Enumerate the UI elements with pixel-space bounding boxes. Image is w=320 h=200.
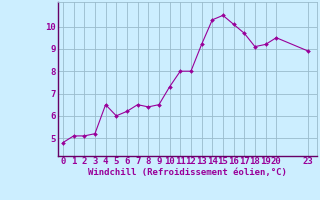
X-axis label: Windchill (Refroidissement éolien,°C): Windchill (Refroidissement éolien,°C) [88,168,287,177]
